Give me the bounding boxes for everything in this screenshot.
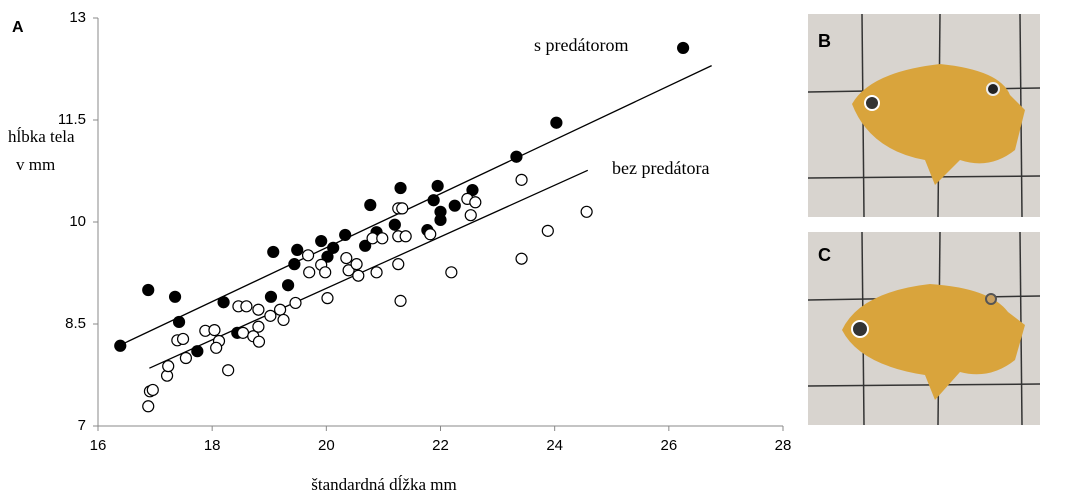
point — [340, 251, 353, 265]
point — [142, 400, 155, 413]
point — [288, 258, 301, 271]
point — [550, 116, 563, 129]
line-label: s predátorom — [534, 35, 628, 55]
point — [466, 183, 479, 197]
fit-line — [149, 169, 589, 369]
point — [580, 205, 593, 218]
point — [469, 196, 482, 209]
point — [191, 345, 204, 358]
point — [352, 269, 365, 282]
y-tick-label: 8.5 — [65, 315, 86, 332]
point — [319, 266, 332, 279]
point — [339, 228, 352, 242]
point — [146, 383, 159, 397]
point — [210, 341, 223, 354]
point — [394, 181, 407, 195]
point — [515, 173, 528, 186]
point — [448, 199, 461, 212]
x-tick-label: 24 — [546, 437, 563, 454]
point — [240, 300, 253, 313]
eyespot — [985, 293, 997, 305]
point — [359, 239, 372, 252]
point — [445, 266, 458, 279]
eyespot — [986, 82, 1000, 96]
point — [510, 150, 523, 163]
x-tick-label: 28 — [775, 437, 792, 454]
point — [303, 266, 316, 279]
y-axis-title: hĺbka tela — [8, 127, 75, 146]
point — [321, 250, 334, 263]
x-tick-label: 26 — [660, 437, 677, 454]
x-tick-label: 20 — [318, 437, 335, 454]
point — [394, 294, 407, 307]
point — [172, 315, 186, 329]
point — [677, 41, 690, 55]
point — [176, 332, 190, 346]
x-tick-label: 22 — [432, 437, 449, 454]
point — [396, 202, 409, 215]
point — [273, 303, 287, 316]
point — [301, 249, 315, 262]
point — [364, 198, 377, 212]
point — [281, 279, 295, 292]
point — [162, 360, 175, 373]
point — [222, 364, 235, 377]
point — [264, 309, 277, 322]
point — [315, 234, 328, 248]
point — [252, 303, 265, 316]
fish — [842, 284, 1025, 400]
x-tick-label: 16 — [90, 437, 107, 454]
point — [168, 290, 182, 303]
photo-label: C — [818, 245, 831, 265]
point — [252, 320, 265, 333]
photo-label: B — [818, 31, 831, 51]
point — [350, 258, 363, 271]
point — [424, 228, 437, 241]
line-label: bez predátora — [612, 158, 709, 178]
fish-eye — [864, 95, 880, 111]
point — [264, 290, 278, 303]
point — [541, 224, 554, 237]
point — [277, 313, 290, 327]
x-tick-label: 18 — [204, 437, 221, 454]
point — [434, 213, 447, 227]
y-tick-label: 10 — [69, 213, 86, 230]
photo: C — [807, 231, 1041, 426]
point — [267, 245, 280, 259]
point — [142, 283, 155, 297]
x-axis-title: štandardná dĺžka mm — [311, 475, 456, 494]
photo: B — [807, 13, 1041, 218]
point — [321, 292, 334, 305]
point — [431, 179, 444, 193]
point — [399, 230, 412, 243]
point — [427, 194, 440, 207]
fit-line — [119, 65, 712, 346]
point — [515, 252, 528, 265]
y-tick-label: 11.5 — [58, 111, 86, 128]
point — [342, 264, 355, 277]
point — [327, 241, 340, 254]
y-tick-label: 13 — [69, 9, 86, 26]
point — [388, 218, 401, 231]
point — [252, 335, 266, 348]
y-tick-label: 7 — [78, 417, 86, 434]
point — [236, 326, 250, 339]
point — [464, 209, 477, 222]
point — [291, 243, 304, 256]
fish-eye — [851, 320, 869, 338]
point — [376, 232, 389, 245]
point — [179, 351, 193, 365]
point — [114, 339, 127, 352]
point — [208, 324, 221, 337]
y-axis-title: v mm — [16, 155, 55, 174]
point — [289, 296, 302, 310]
panel-label: A — [12, 19, 24, 36]
fish — [852, 64, 1025, 185]
point — [392, 258, 405, 271]
point — [217, 296, 230, 309]
point — [370, 266, 383, 279]
